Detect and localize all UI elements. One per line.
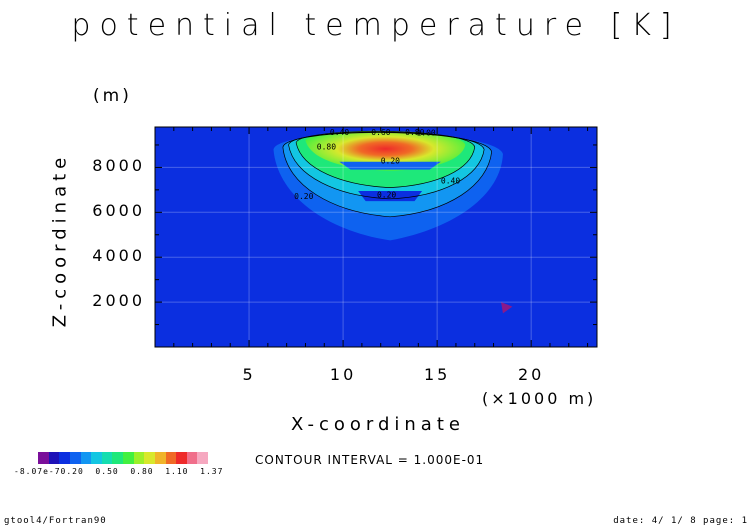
contour-lines: 0.40 0.60 0.801.000.800.200.400.20 0.20 xyxy=(282,128,493,218)
colorbar-swatch xyxy=(48,452,60,464)
contour-label: 0.20 xyxy=(381,156,400,165)
contour-line xyxy=(282,132,493,218)
colorbar-swatch xyxy=(38,452,49,464)
colorbar-swatch xyxy=(101,452,113,464)
minimum-marker xyxy=(501,302,513,314)
y-axis-unit: (m) xyxy=(93,86,132,106)
grid-lines xyxy=(155,127,597,347)
colorbar-swatch xyxy=(80,452,92,464)
x-tick-label: 10 xyxy=(329,365,357,384)
plot-frame xyxy=(154,126,598,348)
contour-label: 0.20 xyxy=(377,190,396,199)
colorbar-swatch xyxy=(123,452,134,464)
colorbar-labels: -8.07e-70.20 0.50 0.80 1.10 1.37 xyxy=(14,467,224,476)
plume-core xyxy=(305,130,466,171)
y-tick-label: 4000 xyxy=(92,246,145,266)
contour-label: 0.20 xyxy=(294,192,313,201)
lower-notch xyxy=(358,190,423,202)
colorbar-swatch xyxy=(59,452,70,464)
contour-label: 0.40 xyxy=(330,128,349,137)
colorbar xyxy=(38,452,208,464)
contour-label: 0.40 xyxy=(441,177,460,186)
colorbar-swatch xyxy=(112,452,123,464)
chart-title: potential temperature [K] xyxy=(71,8,681,43)
colorbar-swatch xyxy=(197,452,208,464)
contour-label: 1.00 xyxy=(416,128,435,137)
colorbar-swatch xyxy=(133,452,145,464)
x-tick-label: 15 xyxy=(423,365,451,384)
contour-label: 0.60 xyxy=(371,128,390,137)
x-tick-label: 5 xyxy=(242,365,256,384)
y-tick-label: 8000 xyxy=(92,156,145,176)
heatmap-field xyxy=(155,127,597,347)
colorbar-swatch xyxy=(165,452,177,464)
contour-line xyxy=(288,131,485,200)
colorbar-swatch xyxy=(186,452,198,464)
axes xyxy=(154,126,598,348)
x-tick-label: 20 xyxy=(517,365,545,384)
footer-right: date: 4/ 1/ 8 page: 1 xyxy=(613,516,748,526)
contour-interval-label: CONTOUR INTERVAL = 1.000E-01 xyxy=(255,453,485,467)
colorbar-swatch xyxy=(144,452,155,464)
contour-line xyxy=(295,131,476,188)
footer-left: gtool4/Fortran90 xyxy=(4,516,107,526)
colorbar-swatch xyxy=(154,452,166,464)
x-axis-unit: (×1000 m) xyxy=(482,389,597,408)
colorbar-swatch xyxy=(91,452,102,464)
y-tick-label: 2000 xyxy=(92,291,145,311)
colorbar-swatch xyxy=(69,452,81,464)
inner-notch xyxy=(339,161,441,170)
y-tick-label: 6000 xyxy=(92,201,145,221)
contour-label: 0.80 xyxy=(317,142,336,151)
contour-label: 0.80 xyxy=(405,128,424,137)
colorbar-swatch xyxy=(176,452,187,464)
x-axis-label: X-coordinate xyxy=(291,414,465,435)
